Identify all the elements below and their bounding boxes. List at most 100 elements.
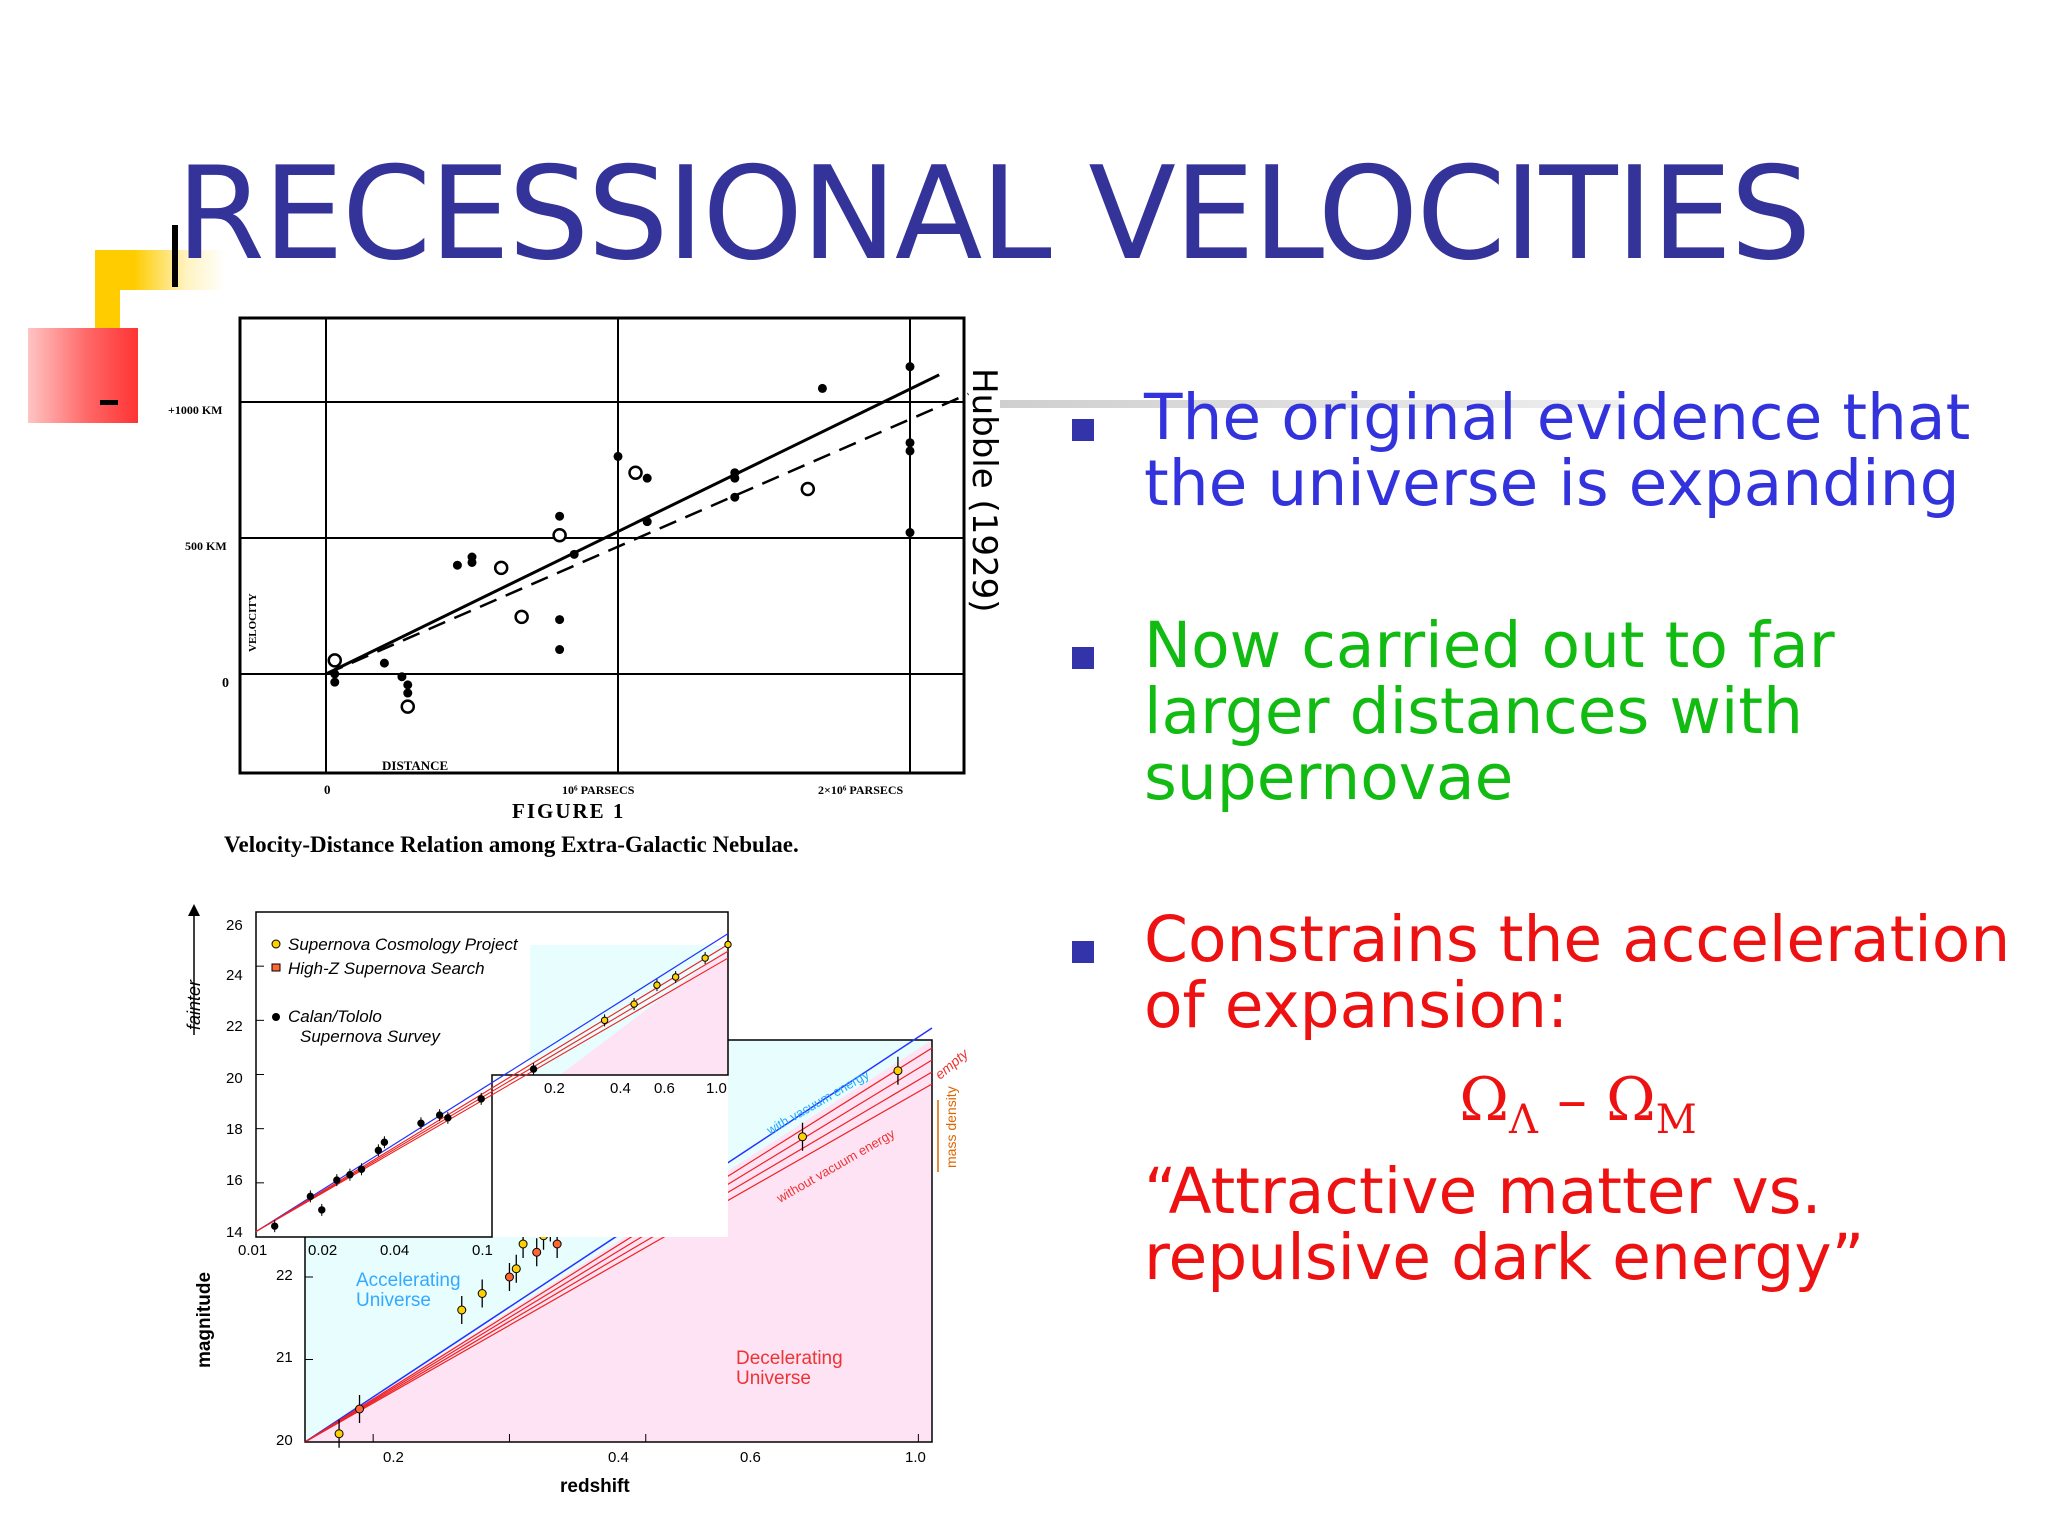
sn-main-point (511, 1264, 521, 1274)
hubble-point-open (327, 653, 343, 668)
bullet-1-text: The original evidence that the universe … (1144, 381, 1971, 520)
hubble-point-filled (642, 517, 652, 527)
bullet-marker (1072, 647, 1094, 669)
hubble-chart: +1000 KM 500 KM 0 VELOCITY DISTANCE 0 10… (168, 316, 969, 857)
hubble-point-filled (905, 438, 915, 448)
hubble-point-filled (905, 362, 915, 372)
sn-main-point (504, 1272, 514, 1282)
hubble-point-open (400, 699, 416, 714)
sn-main-ytick-22: 22 (276, 1267, 293, 1284)
sn-main-ytick-20: 20 (276, 1432, 293, 1449)
sn-inset-point (318, 1206, 326, 1214)
omega-formula: ΩΛ – ΩM (1459, 1065, 1697, 1143)
hubble-point-open (514, 609, 529, 625)
sn-inset-point (333, 1176, 341, 1184)
sn-inset-point (306, 1192, 315, 1201)
deco-horizontal-rule (1000, 400, 1620, 408)
sn-inset-decelerating-bg (560, 948, 728, 1075)
sn-inset-point (444, 1114, 452, 1122)
sn-main-point (477, 1289, 487, 1298)
hubble-point-open (628, 465, 643, 480)
sn-inset-xtick-0.6: 0.6 (654, 1080, 675, 1097)
bullet-1: The original evidence that the universe … (1072, 385, 2012, 517)
hubble-point-filled (403, 680, 413, 690)
hubble-point-filled (569, 549, 579, 559)
hubble-point-open (493, 560, 509, 576)
hubble-point-filled (730, 473, 740, 483)
hubble-fit-solid (325, 373, 940, 676)
hubble-ylabel: VELOCITY (247, 593, 259, 652)
hubble-caption: Velocity-Distance Relation among Extra-G… (224, 832, 799, 857)
bullet-2-text: Now carried out to far larger distances … (1144, 609, 1835, 814)
sn-inset-point (435, 1111, 444, 1119)
deco-tick-line (100, 400, 118, 405)
sn-main-xtick-0.2: 0.2 (383, 1449, 404, 1466)
sn-inset-line-novacuum-0 (255, 944, 729, 1233)
sn-inset-point (357, 1165, 366, 1173)
sn-inset-line-novacuum-2 (255, 957, 729, 1233)
hubble-fit-dashed (325, 392, 969, 676)
hubble-point-filled (452, 560, 462, 570)
hubble-point-open (800, 481, 816, 497)
sn-inset-ytick-22: 22 (226, 1018, 243, 1035)
sn-fainter-arrow-head (188, 904, 200, 916)
sn-inset-point (270, 1222, 279, 1230)
sn-inset-point (701, 954, 709, 962)
sn-inset-xtick-0.01: 0.01 (238, 1242, 267, 1259)
sn-legend-scp: Supernova Cosmology Project (288, 935, 519, 954)
hubble-xtick-2: 2×10⁶ PARSECS (818, 783, 904, 797)
hubble-xlabel: DISTANCE (382, 758, 448, 773)
hubble-point-filled (555, 615, 565, 625)
hubble-point-filled (905, 446, 915, 456)
hubble-point-filled (555, 511, 565, 521)
sn-main-point (518, 1239, 528, 1249)
sn-inset-ytick-18: 18 (226, 1121, 243, 1138)
sn-main-ytick-21: 21 (276, 1349, 293, 1366)
sn-main-xtick-0.6: 0.6 (740, 1449, 761, 1466)
sn-main-decelerating-bg (305, 1040, 932, 1442)
sn-main-line-novacuum-2 (304, 1071, 933, 1443)
sn-inset-point (346, 1171, 354, 1179)
sn-inset-xtick-0.04: 0.04 (380, 1242, 409, 1259)
sn-inset-point (724, 940, 732, 949)
sn-legend-calan: Calan/Tololo Supernova Survey (288, 1007, 441, 1046)
sn-main-xtick-1.0: 1.0 (905, 1449, 926, 1466)
sn-legend-marker-calan (272, 1013, 280, 1021)
hubble-ytick-1000: +1000 KM (168, 403, 223, 417)
sn-inset-xtick-0.4: 0.4 (610, 1080, 631, 1097)
bullet-marker (1072, 941, 1094, 963)
bullet-3: Constrains the acceleration of expansion… (1072, 907, 2012, 1291)
sn-inset-ytick-26: 26 (226, 917, 243, 934)
sn-inset-point (380, 1138, 389, 1146)
sn-main-point (552, 1239, 562, 1249)
sn-line-label-mass-density: mass density (943, 1086, 959, 1168)
deco-white-notch (120, 290, 260, 420)
sn-main-point (532, 1247, 542, 1257)
sn-inset-xtick-0.02: 0.02 (308, 1242, 337, 1259)
bullet-2: Now carried out to far larger distances … (1072, 613, 2012, 811)
sn-line-label-empty: empty (932, 1045, 972, 1082)
sn-legend-highz: High-Z Supernova Search (288, 959, 485, 978)
sn-inset-xtick-0.2: 0.2 (544, 1080, 565, 1097)
sn-main-line-novacuum-1 (304, 1059, 933, 1443)
sn-legend-marker-scp (271, 939, 281, 949)
hubble-point-filled (905, 528, 915, 538)
sn-inset-line-novacuum-1 (255, 950, 729, 1233)
slide-title: RECESSIONAL VELOCITIES (176, 140, 1811, 289)
hubble-ytick-500: 500 KM (185, 539, 227, 553)
sn-main-point (798, 1132, 808, 1142)
hubble-point-filled (467, 557, 477, 567)
deco-vertical-line (172, 225, 178, 287)
sn-inset-ytick-20: 20 (226, 1070, 243, 1087)
deco-red-square (28, 328, 138, 423)
hubble-point-filled (330, 669, 340, 679)
sn-inset-point (477, 1095, 485, 1103)
sn-inset-ytick-14: 14 (226, 1224, 243, 1241)
sn-main-ylabel: magnitude (194, 1272, 215, 1368)
sn-inset-point (417, 1119, 425, 1127)
hubble-point-filled (555, 645, 565, 655)
hubble-point-open (552, 528, 567, 543)
sn-main-point (457, 1305, 467, 1315)
sn-inset-point (630, 1000, 638, 1008)
